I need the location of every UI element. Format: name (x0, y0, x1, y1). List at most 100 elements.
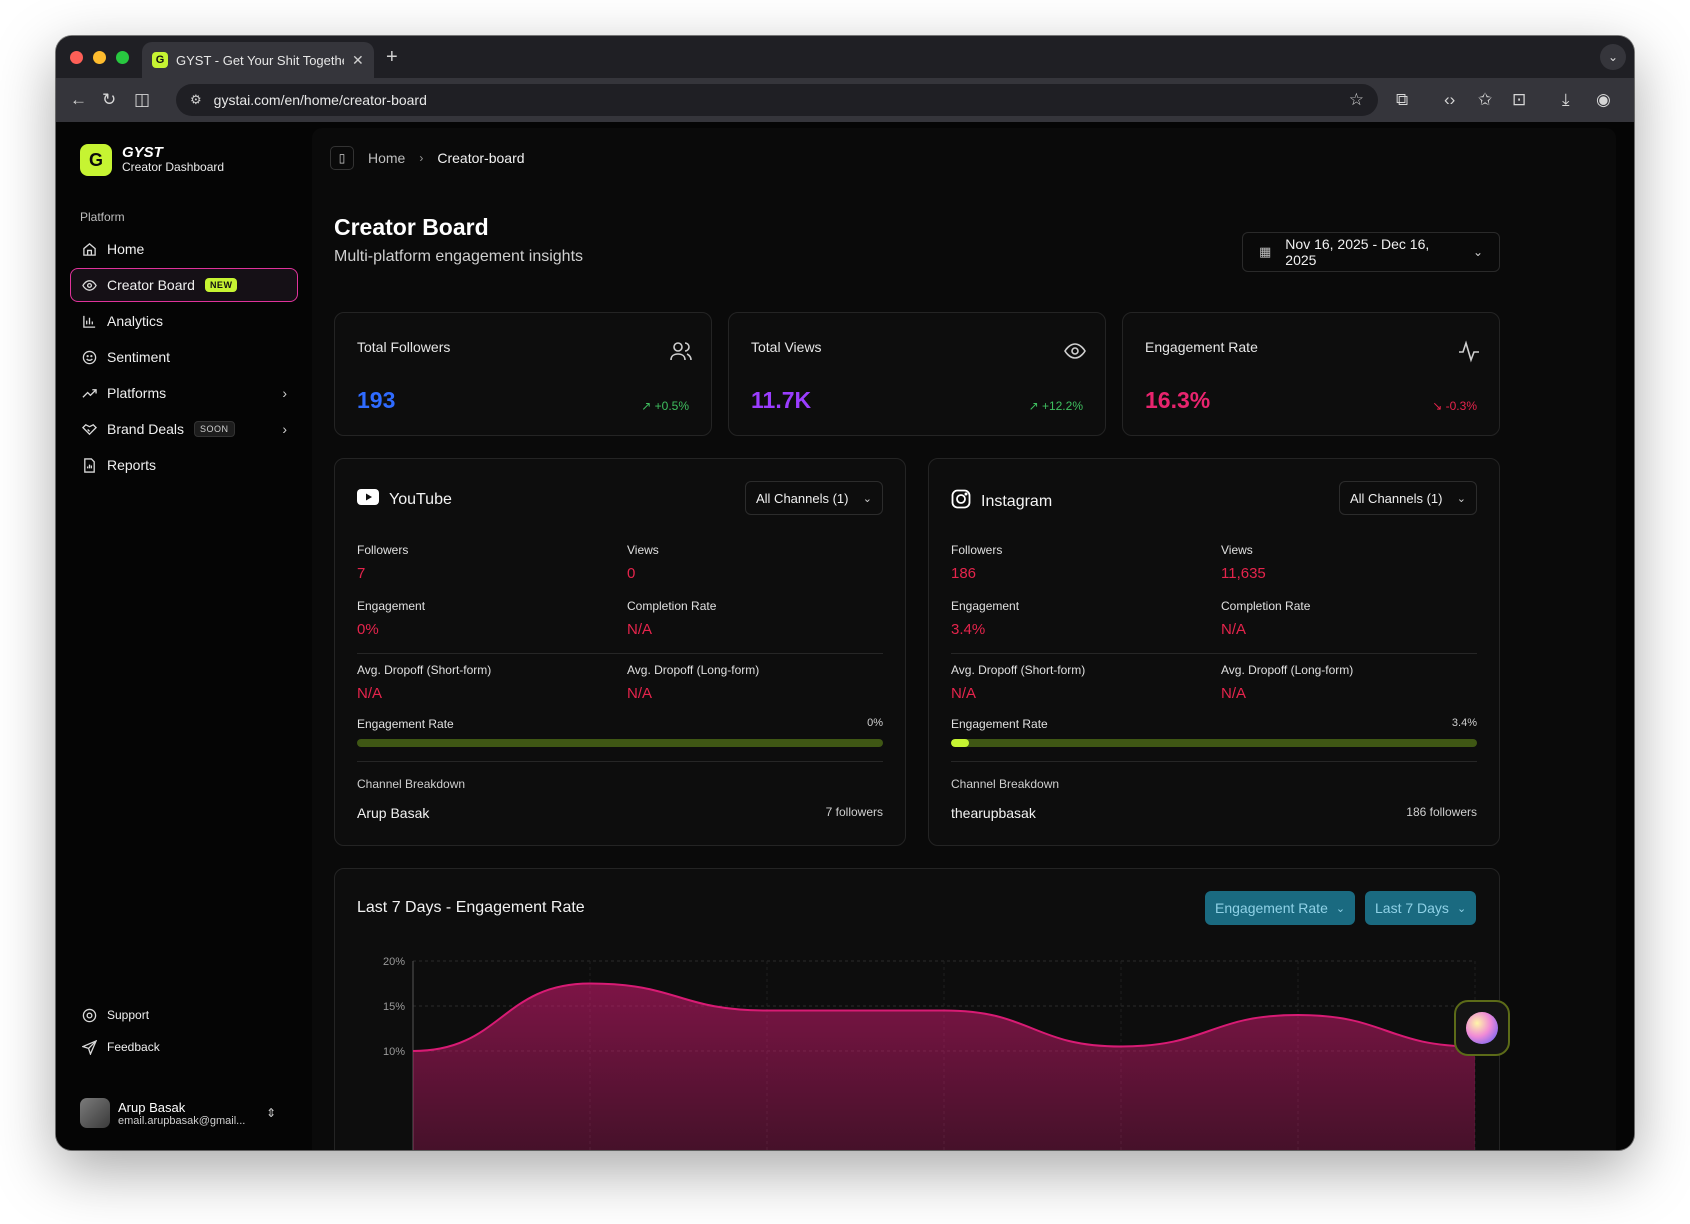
metric-value: 0 (627, 565, 636, 582)
maximize-window-button[interactable] (116, 51, 129, 64)
soon-badge: SOON (194, 421, 235, 437)
metric-label: Completion Rate (627, 599, 717, 613)
close-window-button[interactable] (70, 51, 83, 64)
side-panel-icon[interactable]: ◫ (134, 90, 151, 109)
sidebar-item-support[interactable]: Support (80, 1000, 161, 1030)
sidebar-item-analytics[interactable]: Analytics (70, 304, 298, 338)
metric-value: N/A (627, 621, 653, 638)
sidebar-item-reports[interactable]: Reports (70, 448, 298, 482)
youtube-icon (357, 489, 379, 510)
send-icon (81, 1039, 97, 1055)
tab-close-icon[interactable]: ✕ (352, 51, 364, 68)
tab-search-icon[interactable]: ⌄ (1600, 44, 1626, 70)
sidebar-item-label: Sentiment (107, 349, 171, 365)
metric-select[interactable]: Engagement Rate ⌄ (1205, 891, 1356, 925)
sidebar-toggle-icon[interactable]: ▯ (330, 146, 354, 170)
stat-change-value: -0.3% (1445, 399, 1477, 413)
stat-value: 193 (357, 387, 396, 413)
profile-icon[interactable]: ◉ (1596, 90, 1611, 109)
sidebar-item-creator-board[interactable]: Creator Board NEW (70, 268, 298, 302)
activity-icon (1457, 339, 1483, 365)
smile-icon (81, 349, 97, 365)
breadcrumb-current: Creator-board (437, 150, 525, 166)
browser-menu-icon[interactable]: ⋮ (1628, 90, 1634, 110)
users-icon (669, 339, 695, 365)
screenshot-icon[interactable]: ⊡ (1512, 90, 1527, 109)
minimize-window-button[interactable] (93, 51, 106, 64)
platform-header: YouTube (357, 489, 452, 510)
metric-followers: Followers 7 (357, 543, 408, 582)
channel-followers: 186 followers (1406, 805, 1477, 819)
series-line (412, 982, 1476, 1052)
sidebar-item-feedback[interactable]: Feedback (80, 1032, 161, 1062)
chevron-down-icon: ⌄ (1456, 902, 1467, 915)
metric-label: Views (1221, 543, 1253, 557)
sidebar-item-label: Creator Board (107, 277, 195, 293)
sidebar-item-platforms[interactable]: Platforms › (70, 376, 298, 410)
bookmark-star-icon[interactable]: ☆ (1348, 90, 1364, 109)
assistant-button[interactable] (1454, 1000, 1510, 1056)
sidebar-item-label: Analytics (107, 313, 164, 329)
metric-followers: Followers 186 (951, 543, 1002, 582)
engagement-chart-card: Last 7 Days - Engagement Rate Engagement… (334, 868, 1500, 1150)
channel-select[interactable]: All Channels (1) ⌄ (1339, 481, 1477, 515)
channel-select-value: All Channels (1) (1350, 490, 1443, 506)
back-icon[interactable]: ← (70, 90, 87, 109)
breadcrumb-home[interactable]: Home (368, 150, 406, 166)
metric-label: Avg. Dropoff (Long-form) (627, 663, 760, 677)
stat-card-engagement: Engagement Rate 16.3% ↘ -0.3% (1122, 312, 1500, 436)
reload-icon[interactable]: ↻ (102, 90, 117, 109)
user-menu[interactable]: Arup Basak email.arupbasak@gmail... ⇕ (80, 1098, 276, 1128)
extensions-icon[interactable]: ⧉ (1396, 90, 1409, 109)
metric-select-value: Engagement Rate (1215, 900, 1328, 916)
channel-select[interactable]: All Channels (1) ⌄ (745, 481, 883, 515)
url-text[interactable]: gystai.com/en/home/creator-board (213, 92, 427, 108)
platform-card-instagram: Instagram All Channels (1) ⌄ Followers 18… (928, 458, 1500, 846)
tab-title: GYST - Get Your Shit Togethe (176, 52, 344, 68)
y-tick-label: 20% (383, 956, 405, 968)
brand-name: GYST (122, 144, 163, 161)
metric-label: Avg. Dropoff (Long-form) (1221, 663, 1354, 677)
new-tab-icon[interactable]: + (386, 46, 398, 68)
metric-label: Completion Rate (1221, 599, 1311, 613)
sidebar: G GYST Creator Dashboard Platform Home C… (56, 122, 312, 1150)
chevron-right-icon: › (282, 385, 287, 401)
eye-icon (81, 277, 97, 293)
address-bar[interactable]: ⚙ gystai.com/en/home/creator-board ☆ (176, 84, 1378, 116)
browser-window: G GYST - Get Your Shit Togethe ✕ + ⌄ ← ↻… (56, 36, 1634, 1150)
sidebar-item-brand-deals[interactable]: Brand Deals SOON › (70, 412, 298, 446)
divider (951, 761, 1477, 762)
browser-tab[interactable]: G GYST - Get Your Shit Togethe ✕ (142, 42, 374, 78)
engagement-rate-label: Engagement Rate (357, 717, 454, 731)
area-fill (413, 983, 1475, 1150)
range-select[interactable]: Last 7 Days ⌄ (1365, 891, 1477, 925)
channel-breakdown-label: Channel Breakdown (951, 777, 1060, 791)
stat-change: ↗ +0.5% (641, 399, 689, 413)
sidebar-item-home[interactable]: Home (70, 232, 298, 266)
instagram-icon (951, 489, 971, 514)
y-tick-label: 10% (383, 1046, 405, 1058)
handshake-icon (81, 421, 97, 437)
metric-value: N/A (951, 685, 977, 702)
favorites-icon[interactable]: ✩ (1478, 90, 1493, 109)
metric-value: N/A (627, 685, 653, 702)
avatar (80, 1098, 110, 1128)
stat-change: ↘ -0.3% (1432, 399, 1477, 413)
devtools-icon[interactable]: ‹› (1444, 90, 1456, 109)
channel-name: thearupbasak (951, 805, 1036, 821)
sidebar-item-sentiment[interactable]: Sentiment (70, 340, 298, 374)
stat-label: Total Views (751, 339, 822, 355)
brand[interactable]: G GYST Creator Dashboard (80, 144, 224, 176)
breadcrumb: ▯ Home › Creator-board (330, 146, 525, 170)
platform-card-youtube: YouTube All Channels (1) ⌄ Followers 7 Vi… (334, 458, 906, 846)
user-email: email.arupbasak@gmail... (118, 1114, 246, 1127)
metric-completion-rate: Completion Rate N/A (1221, 599, 1310, 638)
metric-dropoff-short: Avg. Dropoff (Short-form) N/A (357, 663, 491, 702)
metric-label: Avg. Dropoff (Short-form) (357, 663, 492, 677)
site-info-icon[interactable]: ⚙ (190, 92, 202, 107)
brand-subtitle: Creator Dashboard (122, 160, 225, 174)
metric-value: N/A (357, 685, 383, 702)
download-icon[interactable]: ⤓ (1562, 90, 1570, 109)
calendar-icon: ▦ (1259, 244, 1272, 259)
date-range-picker[interactable]: ▦ Nov 16, 2025 - Dec 16, 2025 ⌄ (1242, 232, 1500, 272)
